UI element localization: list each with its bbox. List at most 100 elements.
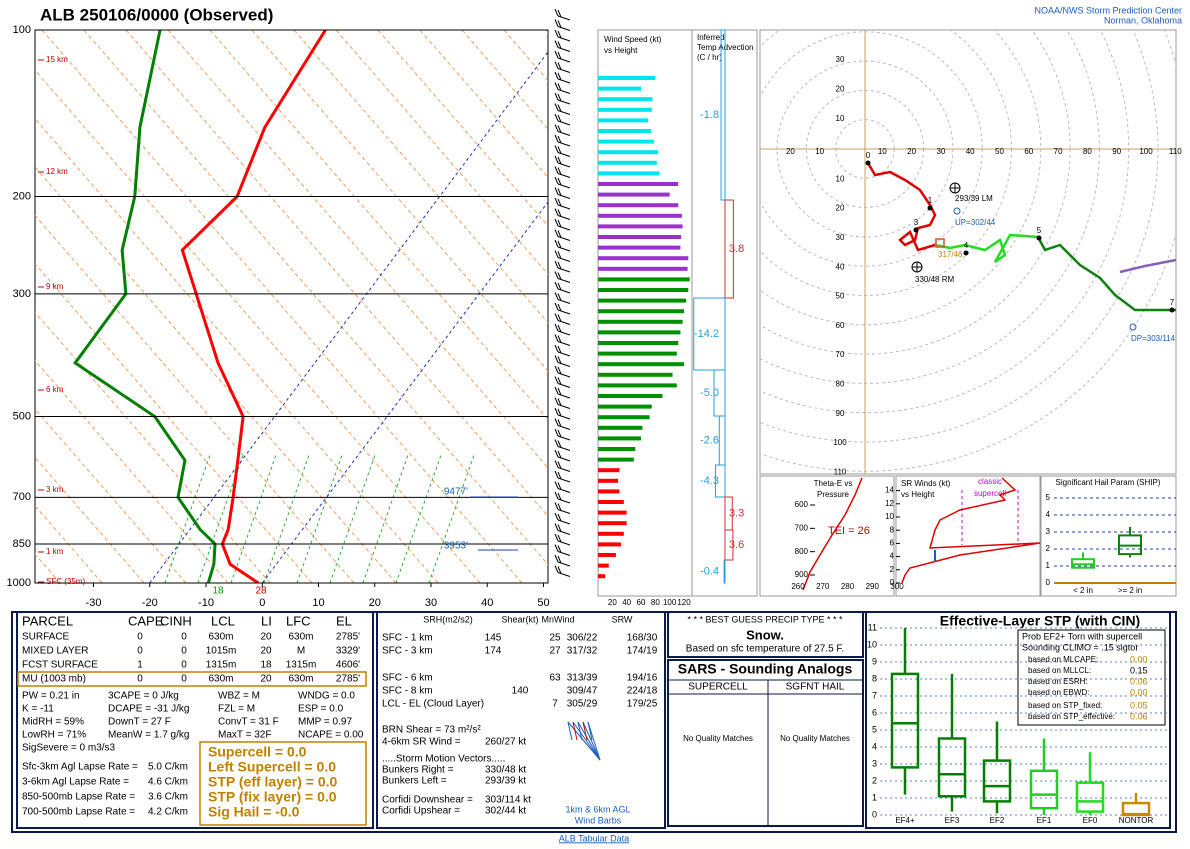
x-tick-label: EF3	[945, 816, 960, 825]
wind-barb	[557, 335, 562, 343]
label: Corfidi Upshear =	[382, 806, 460, 817]
lapse-label: 850-500mb Lapse Rate =	[22, 792, 135, 803]
y-tick-label: 6	[890, 539, 895, 548]
advection-label: -1.8	[700, 109, 719, 121]
stp-box	[865, 611, 1171, 829]
index-value: NCAPE = 0.00	[298, 730, 364, 741]
index-value: MidRH = 59%	[22, 717, 84, 728]
storm-marker	[1129, 323, 1137, 331]
x-tick-label: 20	[369, 597, 381, 609]
wind-bar	[598, 129, 652, 133]
wind-barb	[557, 293, 562, 301]
sars-box	[667, 659, 864, 827]
wind-bar	[598, 213, 682, 218]
index-value: MeanW = 1.7 g/kg	[108, 730, 189, 741]
y-tick-label: 200	[13, 190, 31, 202]
storm-marker	[953, 207, 961, 215]
storm-label: 330/48 RM	[915, 275, 954, 284]
wind-barb	[557, 240, 562, 249]
km-label: 0	[866, 151, 871, 160]
box	[890, 672, 920, 769]
table-cell: 20	[260, 646, 272, 657]
barb-icon	[567, 721, 573, 741]
x-tick-label: 0	[259, 597, 265, 609]
value: 303/114 kt	[485, 795, 531, 806]
wind-barb	[554, 344, 559, 353]
wind-bar	[598, 404, 652, 409]
wind-barb	[557, 162, 571, 168]
tabular-link[interactable]: ALB Tabular Data	[559, 833, 629, 843]
table-cell: 317/32	[567, 646, 598, 657]
tei-label: TEI = 26	[828, 525, 870, 537]
index-value: ConvT = 31 F	[218, 717, 279, 728]
isotherm	[261, 201, 548, 583]
wind-bar	[598, 256, 689, 261]
wind-bar	[598, 425, 643, 430]
ring-label: 30	[836, 233, 845, 242]
lapse-label: 700-500mb Lapse Rate =	[22, 807, 135, 818]
advection-label: -0.4	[700, 565, 719, 577]
wind-barb	[557, 551, 571, 556]
wind-barb	[557, 404, 571, 409]
x-tick-label: 120	[677, 598, 691, 607]
wind-barb	[557, 204, 571, 210]
table-cell: 1315m	[206, 660, 237, 671]
dry-adiabat	[35, 166, 397, 583]
dry-adiabat	[377, 30, 548, 227]
isotherm	[149, 51, 548, 583]
wind-barb	[554, 355, 559, 363]
table-cell: 168/30	[627, 633, 658, 644]
wind-barb	[557, 330, 571, 336]
box	[937, 737, 967, 798]
wind-barb	[557, 356, 562, 364]
table-cell: 0	[137, 674, 143, 685]
wind-bar	[598, 415, 650, 420]
table-cell: 1315m	[286, 660, 317, 671]
ring-label: 90	[1112, 147, 1121, 156]
wind-barb	[554, 29, 559, 38]
wind-barb	[557, 36, 571, 42]
ring-label: 10	[815, 147, 824, 156]
wind-bar	[598, 224, 683, 229]
barb-icon	[572, 721, 601, 761]
location: Norman, Oklahoma	[1104, 15, 1182, 25]
table-cell: 630m	[288, 674, 313, 685]
dry-adiabat	[251, 30, 548, 372]
legend-label: based on EBWD:	[1028, 688, 1089, 697]
legend-label: based on MLCAPE:	[1028, 655, 1098, 664]
wind-barb	[554, 418, 559, 426]
table-cell: 20	[260, 632, 272, 643]
x-tick-label: -30	[86, 597, 102, 609]
wind-barb	[554, 407, 559, 416]
wind-barb	[557, 509, 571, 514]
advection-label: 3.8	[729, 243, 744, 255]
index-value: PW = 0.21 in	[22, 691, 80, 702]
wind-barb	[557, 125, 562, 133]
wind-barb	[557, 267, 571, 273]
ring-label: 80	[1083, 147, 1092, 156]
chart-title: Effective-Layer STP (with CIN)	[940, 613, 1140, 629]
y-tick-label: 0	[890, 578, 895, 587]
wind-bar	[598, 171, 660, 176]
wind-barb	[557, 194, 571, 199]
wind-barb	[554, 512, 559, 521]
x-tick-label: >= 2 in	[1118, 586, 1142, 595]
box	[982, 759, 1012, 803]
wind-barb	[557, 456, 571, 462]
wind-barb	[557, 320, 571, 325]
x-tick-label: 80	[651, 598, 660, 607]
heading: .....Storm Motion Vectors.....	[382, 754, 505, 765]
dry-adiabat	[35, 359, 229, 583]
y-tick-label: 850	[13, 538, 31, 550]
wind-barb	[554, 176, 559, 185]
legend-label: based on MLLCL:	[1028, 666, 1091, 675]
y-tick-label: 3	[872, 758, 877, 768]
index-value: 3CAPE = 0 J/kg	[108, 691, 179, 702]
wind-barb	[557, 110, 571, 115]
table-cell: MIXED LAYER	[22, 646, 89, 657]
wind-barb	[557, 89, 571, 94]
srwind-trace	[901, 477, 1041, 584]
wind-bar	[598, 500, 624, 504]
wind-bar	[598, 447, 636, 451]
station-title: ALB 250106/0000 (Observed)	[40, 5, 273, 24]
